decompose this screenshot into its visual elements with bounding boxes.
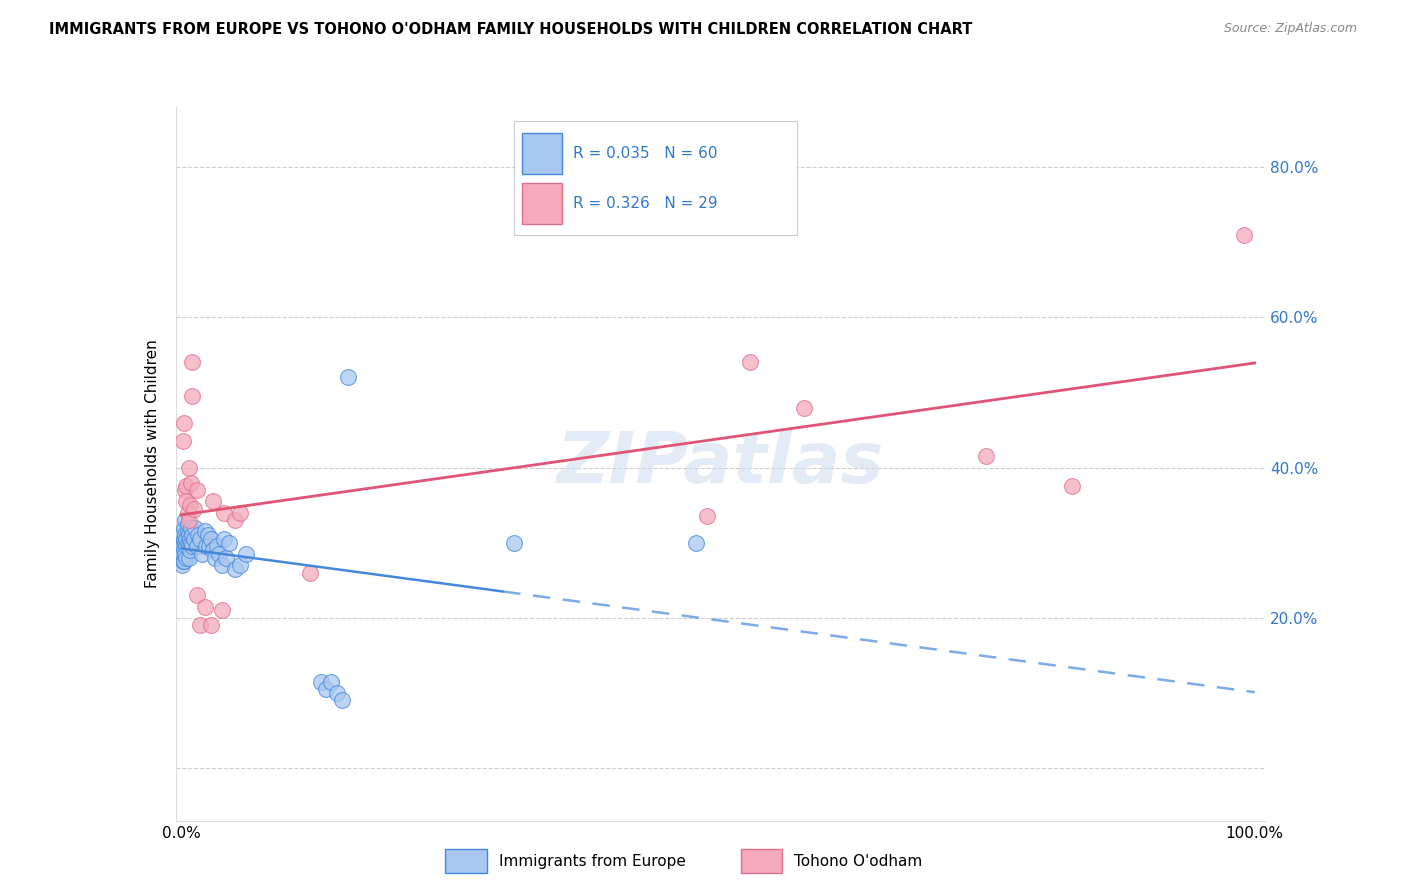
Point (187, 528, 209, 542)
Point (202, 543, 225, 558)
Point (172, 547, 194, 561)
Point (173, 416, 195, 430)
Point (696, 509, 718, 524)
Point (229, 558, 252, 573)
Point (176, 494, 198, 508)
Point (180, 389, 202, 403)
Point (194, 540, 217, 554)
Point (176, 524, 198, 539)
Point (174, 528, 197, 542)
Point (180, 540, 202, 554)
Point (738, 355, 761, 369)
Point (177, 540, 200, 554)
Point (336, 370, 359, 384)
Point (172, 558, 194, 573)
Point (174, 483, 197, 497)
Point (215, 550, 238, 565)
Text: ZIPatlas: ZIPatlas (557, 429, 884, 499)
Point (298, 566, 321, 580)
Point (793, 401, 815, 415)
Point (172, 434, 194, 449)
Point (974, 450, 997, 464)
Point (173, 521, 195, 535)
Text: IMMIGRANTS FROM EUROPE VS TOHONO O'ODHAM FAMILY HOUSEHOLDS WITH CHILDREN CORRELA: IMMIGRANTS FROM EUROPE VS TOHONO O'ODHAM… (49, 22, 973, 37)
Point (186, 540, 208, 554)
Point (685, 535, 707, 549)
Point (229, 506, 252, 520)
Point (180, 528, 202, 542)
Point (212, 532, 235, 546)
Y-axis label: Family Households with Children: Family Households with Children (145, 340, 160, 588)
Point (200, 618, 222, 632)
Point (174, 535, 197, 549)
Point (177, 460, 200, 475)
Point (198, 540, 221, 554)
Point (177, 513, 200, 527)
Point (183, 532, 205, 546)
Point (179, 543, 201, 558)
Point (172, 547, 194, 561)
Point (176, 535, 198, 549)
Bar (741, 849, 782, 873)
Point (1062, 479, 1084, 493)
Point (176, 532, 198, 546)
Point (190, 547, 212, 561)
Point (186, 483, 208, 497)
Point (200, 532, 222, 546)
Point (330, 693, 353, 707)
Point (180, 535, 202, 549)
Point (172, 554, 194, 568)
Text: Source: ZipAtlas.com: Source: ZipAtlas.com (1223, 22, 1357, 36)
Point (174, 513, 197, 527)
Bar (446, 849, 486, 873)
Point (211, 558, 233, 573)
Text: Tohono O'odham: Tohono O'odham (794, 854, 922, 869)
Point (172, 528, 194, 542)
Point (177, 528, 200, 542)
Point (176, 479, 198, 493)
Point (235, 547, 257, 561)
Point (172, 540, 194, 554)
Point (179, 532, 201, 546)
Point (179, 498, 201, 512)
Point (197, 528, 219, 542)
Point (204, 550, 226, 565)
Point (173, 532, 195, 546)
Point (176, 516, 198, 531)
Point (180, 355, 202, 369)
Point (218, 535, 240, 549)
Point (211, 603, 233, 617)
Point (1233, 227, 1256, 242)
Point (202, 494, 225, 508)
Point (190, 618, 212, 632)
Point (176, 540, 198, 554)
Point (224, 513, 246, 527)
Point (186, 588, 208, 602)
Point (503, 535, 526, 549)
Point (174, 547, 197, 561)
Point (326, 686, 349, 700)
Point (309, 674, 332, 689)
Text: Immigrants from Europe: Immigrants from Europe (499, 854, 686, 869)
Point (315, 682, 337, 697)
Point (180, 521, 202, 535)
Point (321, 674, 343, 689)
Point (176, 550, 198, 565)
Point (173, 554, 195, 568)
Point (183, 502, 205, 516)
Point (190, 532, 212, 546)
Point (194, 524, 217, 539)
Point (184, 521, 207, 535)
Point (208, 547, 231, 561)
Point (177, 550, 200, 565)
Point (194, 599, 217, 614)
Point (212, 506, 235, 520)
Point (180, 475, 202, 490)
Point (176, 506, 198, 520)
Point (224, 562, 246, 576)
Point (205, 540, 228, 554)
Point (172, 535, 194, 549)
Point (173, 543, 195, 558)
Point (172, 540, 194, 554)
